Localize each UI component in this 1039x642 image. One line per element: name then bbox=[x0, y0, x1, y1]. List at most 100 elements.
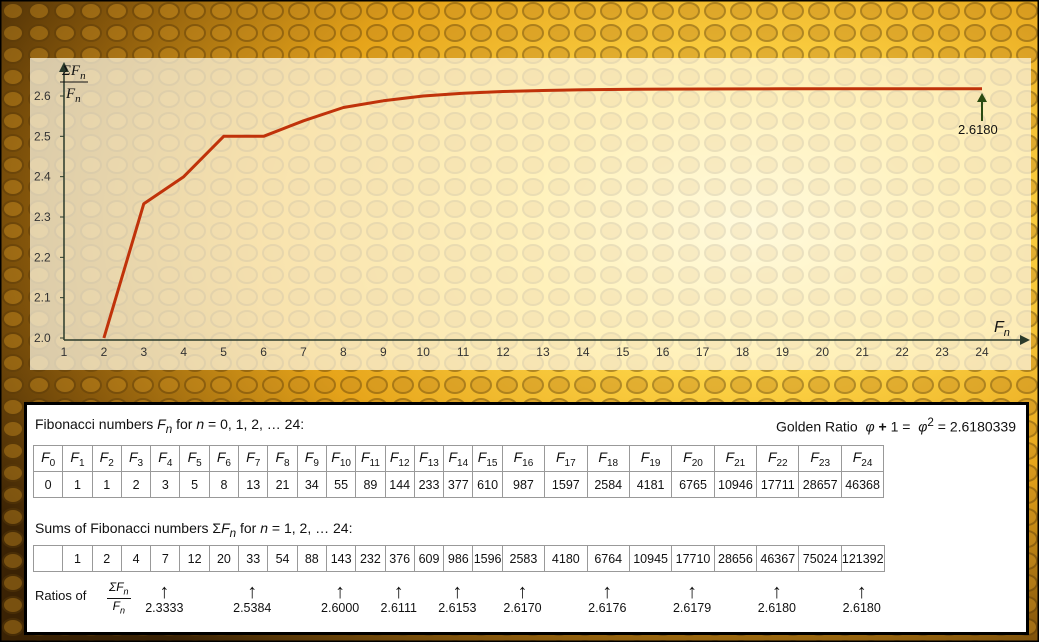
y-axis-arrow bbox=[59, 62, 69, 72]
fib-index-cell: F13 bbox=[413, 445, 445, 472]
fib-value-cell: 89 bbox=[355, 471, 386, 498]
sum-value-row: 1 2 4 7 12 20 33 54 88 143 232 376 609 986 1596 2583 418… bbox=[32, 545, 885, 572]
fib-value-cell: 13 bbox=[238, 471, 269, 498]
svg-text:ΣFn: ΣFn bbox=[61, 63, 86, 82]
ratio-value: ↑ 2.6180 bbox=[842, 581, 881, 615]
x-tick-label: 17 bbox=[696, 345, 710, 359]
fib-index-cell: F4 bbox=[150, 445, 181, 472]
fib-value-cell: 144 bbox=[384, 471, 415, 498]
fib-caption: Fibonacci numbers Fn for n = 0, 1, 2, … … bbox=[35, 416, 305, 436]
y-tick-label: 2.4 bbox=[34, 170, 51, 184]
y-tick-label: 2.2 bbox=[34, 250, 51, 264]
fib-index-cell: F6 bbox=[208, 445, 240, 472]
ratio-fraction: ΣFn Fn bbox=[107, 580, 131, 616]
fib-value-cell: 8 bbox=[208, 471, 240, 498]
x-tick-label: 15 bbox=[616, 345, 630, 359]
x-tick-label: 20 bbox=[816, 345, 830, 359]
sum-value-cell: 6764 bbox=[586, 545, 630, 572]
sum-value-cell: 121392 bbox=[840, 545, 885, 572]
y-axis-label: ΣFn Fn bbox=[60, 63, 88, 105]
fib-value-cell: 5 bbox=[179, 471, 210, 498]
x-tick-label: 3 bbox=[140, 345, 147, 359]
y-tick-labels: 2.0 2.1 2.2 2.3 2.4 2.5 2.6 bbox=[34, 89, 64, 345]
x-tick-label: 8 bbox=[340, 345, 347, 359]
ratios-label: Ratios of bbox=[35, 588, 87, 603]
sum-value-cell: 7 bbox=[150, 545, 181, 572]
y-tick-label: 2.3 bbox=[34, 210, 51, 224]
fib-index-row: F0 F1 F2 F3 F4 F5 F6 F7 F8 F9 F10 F11 F12 F13 F14 F15 F1… bbox=[32, 445, 885, 472]
x-tick-label: 22 bbox=[895, 345, 909, 359]
x-tick-label: 23 bbox=[935, 345, 949, 359]
fib-value-cell: 21 bbox=[267, 471, 298, 498]
fib-value-cell: 610 bbox=[472, 471, 503, 498]
chart-axes bbox=[59, 62, 1030, 345]
sum-value-cell: 4180 bbox=[544, 545, 588, 572]
sum-value-cell: 75024 bbox=[798, 545, 842, 572]
x-tick-labels: 1 2 3 4 5 6 7 8 9 10 11 12 13 14 15 16 17 18 19 20 21 22 23 24 bbox=[61, 345, 989, 359]
sum-value-cell: 232 bbox=[355, 545, 386, 572]
ratio-value: ↑ 2.6176 bbox=[588, 581, 627, 615]
fib-index-cell: F21 bbox=[713, 445, 758, 472]
fib-index-cell: F0 bbox=[32, 445, 64, 472]
fib-value-cell: 17711 bbox=[756, 471, 800, 498]
fib-index-cell: F8 bbox=[267, 445, 298, 472]
ratio-value: ↑ 2.3333 bbox=[145, 581, 184, 615]
fib-index-cell: F23 bbox=[798, 445, 842, 472]
x-tick-label: 16 bbox=[656, 345, 670, 359]
sum-value-cell: 28656 bbox=[713, 545, 758, 572]
fib-value-cell: 987 bbox=[501, 471, 546, 498]
x-tick-label: 6 bbox=[260, 345, 267, 359]
x-tick-label: 9 bbox=[380, 345, 387, 359]
x-tick-label: 10 bbox=[417, 345, 431, 359]
fib-value-cell: 233 bbox=[413, 471, 445, 498]
ratio-curve bbox=[102, 87, 982, 339]
fib-value-cell: 4181 bbox=[628, 471, 673, 498]
ratio-value: ↑ 2.6111 bbox=[380, 581, 417, 615]
x-tick-label: 7 bbox=[300, 345, 307, 359]
x-tick-label: 13 bbox=[536, 345, 550, 359]
ratio-value: ↑ 2.6179 bbox=[672, 581, 712, 615]
sum-value-cell: 10945 bbox=[628, 545, 673, 572]
sum-value-cell: 986 bbox=[443, 545, 474, 572]
fib-index-cell: F17 bbox=[544, 445, 588, 472]
fibonacci-table: F0 F1 F2 F3 F4 F5 F6 F7 F8 F9 F10 F11 F12 F13 F14 F15 F1… bbox=[32, 445, 885, 498]
fib-index-cell: F16 bbox=[501, 445, 546, 472]
sums-caption: Sums of Fibonacci numbers ΣFn for n = 1,… bbox=[35, 520, 353, 540]
sum-value-cell: 12 bbox=[179, 545, 210, 572]
fib-index-cell: F9 bbox=[296, 445, 327, 472]
x-axis-arrow bbox=[1020, 335, 1030, 345]
golden-ratio-label: Golden Ratio φ + 1 = φ2 = 2.6180339 bbox=[775, 416, 1016, 435]
fib-value-cell: 6765 bbox=[671, 471, 715, 498]
sum-value-cell: 46367 bbox=[756, 545, 800, 572]
sum-value-cell: 20 bbox=[208, 545, 240, 572]
fib-index-cell: F14 bbox=[443, 445, 474, 472]
y-tick-label: 2.5 bbox=[34, 129, 51, 143]
fib-index-cell: F24 bbox=[840, 445, 885, 472]
fib-index-cell: F19 bbox=[628, 445, 673, 472]
y-tick-label: 2.6 bbox=[34, 89, 51, 103]
x-tick-label: 1 bbox=[61, 345, 68, 359]
x-tick-label: 2 bbox=[101, 345, 108, 359]
x-tick-label: 12 bbox=[496, 345, 510, 359]
x-tick-label: 19 bbox=[776, 345, 790, 359]
x-tick-label: 18 bbox=[736, 345, 750, 359]
x-tick-label: 14 bbox=[576, 345, 590, 359]
fib-value-cell: 34 bbox=[296, 471, 327, 498]
fib-index-cell: F18 bbox=[586, 445, 630, 472]
fib-value-row: 0 1 1 2 3 5 8 13 21 34 55 89 144 233 377 610 987 1597 2584… bbox=[32, 471, 885, 498]
sum-value-cell: 1596 bbox=[472, 545, 503, 572]
fib-value-cell: 10946 bbox=[713, 471, 758, 498]
x-tick-label: 11 bbox=[457, 345, 470, 359]
fib-value-cell: 28657 bbox=[798, 471, 842, 498]
fib-index-cell: F15 bbox=[472, 445, 503, 472]
sum-value-cell bbox=[32, 545, 64, 572]
fib-index-cell: F2 bbox=[91, 445, 122, 472]
fib-value-cell: 1597 bbox=[544, 471, 588, 498]
x-tick-label: 5 bbox=[220, 345, 227, 359]
fib-value-cell: 0 bbox=[32, 471, 64, 498]
fib-value-cell: 1 bbox=[91, 471, 122, 498]
fib-value-cell: 2 bbox=[120, 471, 152, 498]
sum-value-cell: 609 bbox=[413, 545, 445, 572]
sum-value-cell: 88 bbox=[296, 545, 327, 572]
ratio-value: ↑ 2.6180 bbox=[757, 581, 796, 615]
